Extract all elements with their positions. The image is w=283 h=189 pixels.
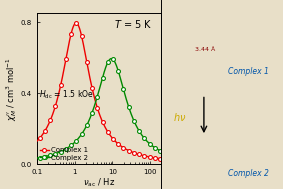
Y-axis label: $\chi_M''$ / cm$^3$ mol$^{-1}$: $\chi_M''$ / cm$^3$ mol$^{-1}$ <box>5 57 19 121</box>
Legend: Complex 1, Complex 2: Complex 1, Complex 2 <box>40 147 88 161</box>
Text: $h\nu$: $h\nu$ <box>173 111 186 123</box>
Text: $\it{H}_{\rm dc}$ = 1.5 kOe: $\it{H}_{\rm dc}$ = 1.5 kOe <box>39 89 94 101</box>
Text: $\it{T}$ = 5 K: $\it{T}$ = 5 K <box>114 18 152 30</box>
X-axis label: $\nu_{\rm ac}$ / Hz: $\nu_{\rm ac}$ / Hz <box>83 177 115 189</box>
Text: Complex 2: Complex 2 <box>228 169 269 178</box>
Text: 3.44 Å: 3.44 Å <box>195 47 216 52</box>
Text: Complex 1: Complex 1 <box>228 67 269 76</box>
